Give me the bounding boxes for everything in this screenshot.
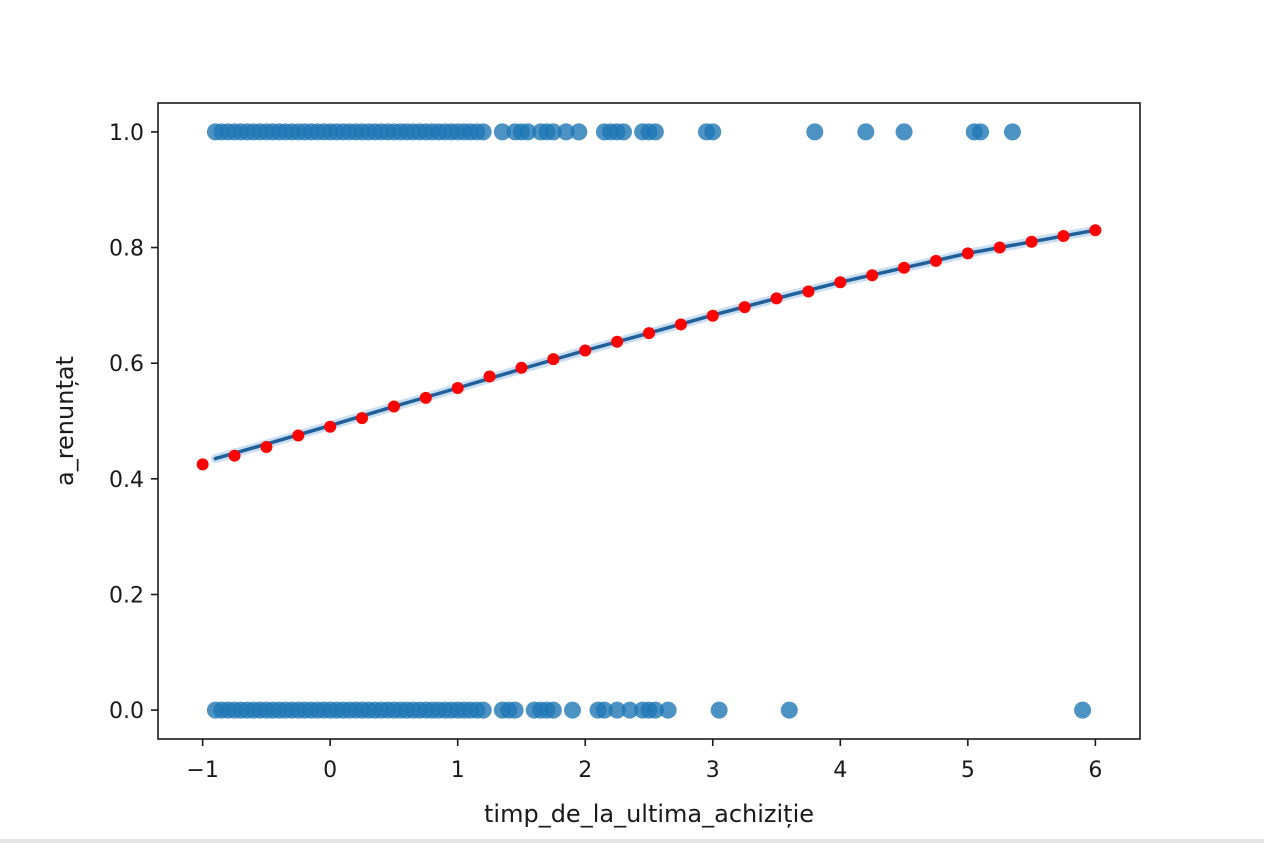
predicted-point [483, 370, 496, 383]
y-tick-label: 1.0 [109, 121, 144, 146]
y-tick-label: 0.0 [109, 699, 144, 724]
y-tick-label: 0.4 [109, 468, 144, 493]
observed-point [806, 123, 824, 141]
predicted-point [547, 353, 560, 366]
observed-point [595, 701, 613, 719]
observed-point [570, 123, 588, 141]
observed-point [557, 123, 575, 141]
x-axis-label: timp_de_la_ultima_achiziție [484, 800, 814, 828]
predicted-point [706, 309, 719, 322]
predicted-point [419, 391, 432, 404]
x-tick-label: 6 [1088, 758, 1102, 783]
observed-point [704, 123, 722, 141]
predicted-point [196, 458, 209, 471]
predicted-point [1025, 235, 1038, 248]
predicted-point [451, 382, 464, 395]
observed-point [710, 701, 728, 719]
observed-point [857, 123, 875, 141]
y-tick-label: 0.2 [109, 583, 144, 608]
predicted-point [929, 254, 942, 267]
predicted-point [1089, 224, 1102, 237]
observed-point [493, 123, 511, 141]
observed-point [621, 701, 639, 719]
x-tick-label: 1 [451, 758, 465, 783]
observed-point [646, 123, 664, 141]
observed-point [474, 701, 492, 719]
predicted-point [1057, 229, 1070, 242]
observed-point [780, 701, 798, 719]
predicted-point [961, 247, 974, 260]
predicted-point [770, 292, 783, 305]
bottom-edge [0, 839, 1264, 843]
y-axis: 0.0 0.2 0.4 0.6 0.8 1.0 [109, 121, 158, 724]
x-tick-label: 2 [578, 758, 592, 783]
x-axis: −1 0 1 2 3 4 5 6 [186, 739, 1102, 783]
predicted-point [993, 241, 1006, 254]
observed-point [544, 701, 562, 719]
predicted-point [515, 361, 528, 374]
observed-point [563, 701, 581, 719]
predicted-point [228, 449, 241, 462]
x-tick-label: 4 [833, 758, 847, 783]
predicted-point [802, 285, 815, 298]
predicted-point [834, 276, 847, 289]
x-tick-label: 0 [323, 758, 337, 783]
x-tick-label: 5 [961, 758, 975, 783]
axes-frame [157, 102, 1141, 740]
predicted-point [738, 301, 751, 314]
observed-point [519, 123, 537, 141]
y-tick-label: 0.8 [109, 237, 144, 262]
predicted-point [260, 441, 273, 454]
predicted-point [866, 269, 879, 282]
x-tick-label: 3 [706, 758, 720, 783]
y-axis-label: a_renunțat [51, 356, 79, 486]
predicted-point [324, 420, 337, 433]
observed-point [608, 701, 626, 719]
observed-point [646, 701, 664, 719]
predicted-point [611, 335, 624, 348]
predicted-point [643, 327, 655, 340]
observed-point [1003, 123, 1021, 141]
observed-point [972, 123, 990, 141]
observed-point [544, 123, 562, 141]
observed-point [506, 701, 524, 719]
predicted-point [674, 318, 687, 331]
observed-point [659, 701, 677, 719]
predicted-point [387, 400, 400, 413]
plot-area [196, 123, 1102, 719]
predicted-point [898, 261, 911, 274]
observed-point [1074, 701, 1092, 719]
predicted-point [579, 344, 592, 357]
x-tick-label: −1 [186, 758, 218, 783]
predicted-point [292, 429, 305, 442]
observed-point [614, 123, 632, 141]
observed-point [474, 123, 492, 141]
predicted-point [356, 412, 369, 425]
observed-point [895, 123, 913, 141]
y-tick-label: 0.6 [109, 352, 144, 377]
